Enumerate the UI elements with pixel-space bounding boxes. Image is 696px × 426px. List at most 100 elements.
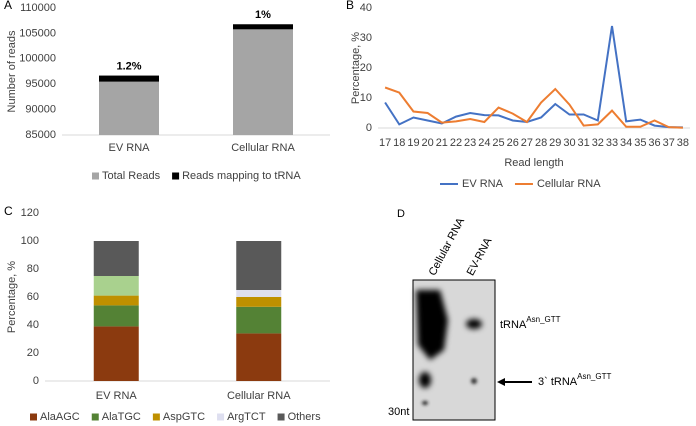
x-tick-label: 32 xyxy=(592,137,604,149)
x-tick-label: 22 xyxy=(450,137,462,149)
bar-segment xyxy=(233,29,293,136)
x-tick-label: 31 xyxy=(578,137,590,149)
bar-segment xyxy=(93,276,139,296)
legend-label: AlaAGC xyxy=(40,411,80,423)
legend-label: Others xyxy=(288,411,322,423)
x-tick-label: 38 xyxy=(677,137,689,149)
bar-segment xyxy=(99,81,159,135)
y-tick-label: 105000 xyxy=(19,27,56,39)
x-tick-label: 35 xyxy=(634,137,646,149)
x-tick-label: 21 xyxy=(436,137,448,149)
band-label: tRNAAsn_GTT xyxy=(500,315,561,331)
x-tick-label: EV RNA xyxy=(109,142,151,154)
x-tick-label: 36 xyxy=(648,137,660,149)
y-tick-label: 120 xyxy=(21,207,39,219)
panel-label: B xyxy=(346,0,354,12)
legend-label: Cellular RNA xyxy=(537,178,601,190)
arrow-head xyxy=(497,378,505,386)
y-tick-label: 100 xyxy=(21,235,39,247)
y-axis-title: Percentage, % xyxy=(350,32,362,104)
y-tick-label: 20 xyxy=(360,62,372,74)
x-tick-label: Cellular RNA xyxy=(231,142,295,154)
bar-segment xyxy=(99,75,159,82)
lane-label: Cellular RNA xyxy=(427,215,468,277)
x-tick-label: EV RNA xyxy=(96,390,138,402)
legend-swatch xyxy=(30,413,37,421)
bar-segment xyxy=(236,297,282,307)
y-tick-label: 40 xyxy=(360,2,372,14)
x-tick-label: 19 xyxy=(407,137,419,149)
gel-bands xyxy=(416,290,482,388)
x-tick-label: 33 xyxy=(606,137,618,149)
legend-swatch xyxy=(172,172,180,180)
legend-label: EV RNA xyxy=(462,178,504,190)
fragment-label-base: 3` tRNA xyxy=(538,376,578,388)
legend-label: Total Reads xyxy=(102,170,161,182)
x-tick-label: 27 xyxy=(521,137,533,149)
x-tick-label: 23 xyxy=(464,137,476,149)
x-tick-label: 20 xyxy=(422,137,434,149)
gel-spots xyxy=(422,378,477,405)
panel-label: A xyxy=(4,0,12,12)
bar-segment xyxy=(236,290,282,297)
band-label-base: tRNA xyxy=(500,319,527,331)
x-tick-label: 34 xyxy=(620,137,632,149)
bar-segment xyxy=(93,241,139,276)
panel-label: C xyxy=(4,204,13,218)
band-label-sup: Asn_GTT xyxy=(526,315,560,324)
legend-swatch xyxy=(92,172,99,180)
y-tick-label: 110000 xyxy=(20,2,56,14)
x-tick-label: 30 xyxy=(563,137,575,149)
legend-swatch xyxy=(152,413,160,421)
legend-swatch xyxy=(91,413,99,421)
y-tick-label: 90000 xyxy=(25,104,56,116)
y-tick-label: 40 xyxy=(27,319,39,331)
x-tick-label: 28 xyxy=(535,137,547,149)
x-tick-label: 24 xyxy=(478,137,490,149)
bar-segment xyxy=(93,326,139,381)
y-tick-label: 100000 xyxy=(19,53,56,65)
legend-label: AspGTC xyxy=(163,411,205,423)
y-tick-label: 85000 xyxy=(25,129,56,141)
legend-swatch xyxy=(277,413,285,421)
x-tick-label: 18 xyxy=(393,137,405,149)
bar-label: 1% xyxy=(255,9,271,21)
y-tick-label: 0 xyxy=(366,122,372,134)
line xyxy=(384,25,683,129)
lane-label: EV-RNA xyxy=(465,235,495,277)
legend-label: AlaTGC xyxy=(102,411,141,423)
fragment-label-sup: Asn_GTT xyxy=(577,372,611,381)
y-tick-label: 30 xyxy=(360,32,372,44)
bar-label: 1.2% xyxy=(116,60,141,72)
bar-segment xyxy=(93,305,139,327)
y-tick-label: 95000 xyxy=(25,78,56,90)
y-axis-title: Percentage, % xyxy=(6,261,18,333)
bar-segment xyxy=(233,24,293,30)
y-tick-label: 60 xyxy=(27,291,39,303)
legend-label: Reads mapping to tRNA xyxy=(182,170,301,182)
legend-label: ArgTCT xyxy=(227,411,266,423)
x-tick-label: 37 xyxy=(663,137,675,149)
x-tick-label: Cellular RNA xyxy=(227,390,291,402)
legend-swatch xyxy=(217,413,225,421)
x-tick-label: 29 xyxy=(549,137,561,149)
x-tick-label: 25 xyxy=(492,137,504,149)
panel-label: D xyxy=(397,208,405,220)
gel-panel: D Cellular RNA EV-RNA tRNAAsn_GTT 3` tRN… xyxy=(388,208,611,421)
line xyxy=(384,86,683,129)
bar-segment xyxy=(236,333,282,381)
fragment-label: 3` tRNAAsn_GTT xyxy=(538,372,611,388)
y-tick-label: 80 xyxy=(27,263,39,275)
bar-segment xyxy=(236,241,282,290)
y-tick-label: 20 xyxy=(27,347,39,359)
y-tick-label: 0 xyxy=(33,375,39,387)
x-tick-label: 17 xyxy=(379,137,391,149)
x-tick-label: 26 xyxy=(507,137,519,149)
bar-segment xyxy=(93,295,139,306)
y-axis-title: Number of reads xyxy=(6,30,18,112)
bar-segment xyxy=(236,306,282,334)
y-tick-label: 10 xyxy=(360,92,372,104)
x-axis-title: Read length xyxy=(504,157,563,169)
marker-label: 30nt xyxy=(388,406,409,418)
